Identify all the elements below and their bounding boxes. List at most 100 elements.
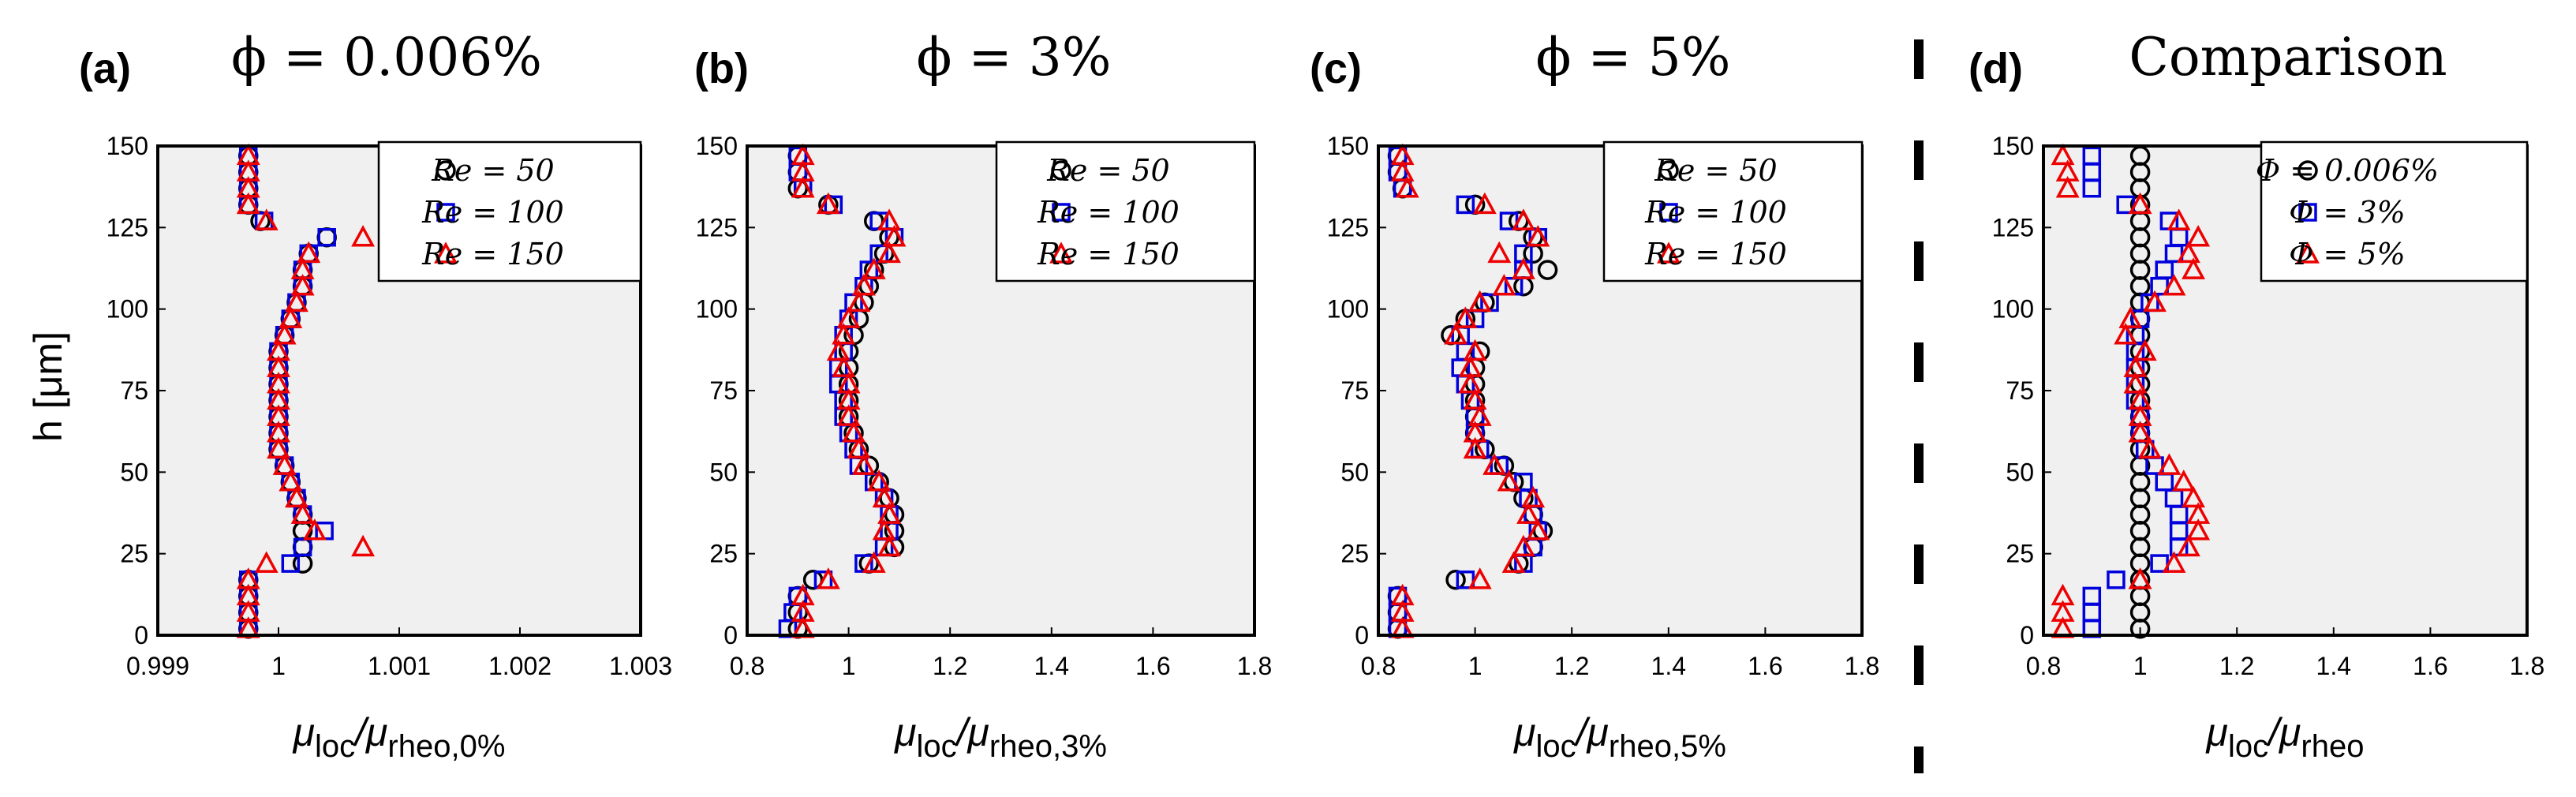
data-point: [297, 241, 321, 264]
legend-entry: Re = 50: [431, 153, 554, 188]
data-point: [1458, 372, 1482, 394]
legend-entry: Re = 150: [421, 237, 564, 271]
data-point: [2162, 274, 2186, 296]
y-tick-label: 100: [696, 295, 738, 324]
y-tick-label: 150: [107, 132, 148, 160]
data-point: [1463, 387, 1487, 410]
data-point: [877, 502, 901, 524]
data-point: [882, 225, 907, 247]
y-tick-label: 150: [696, 132, 738, 160]
data-point: [317, 227, 336, 247]
data-point: [816, 192, 840, 215]
panel-a: (a) ϕ = 0.006% 0 25 50 75 100 125 150 0.999 1 1.001…: [79, 27, 672, 764]
data-point: [2137, 436, 2162, 459]
data-point: [254, 208, 279, 230]
x-tick-label: 1.003: [609, 652, 672, 680]
legend-entry: Re = 50: [1654, 153, 1777, 188]
data-point: [826, 339, 851, 361]
y-tick-label: 75: [2006, 376, 2034, 405]
data-point: [1526, 225, 1550, 247]
data-point: [877, 208, 901, 230]
x-tick-label: 1.6: [2413, 652, 2447, 680]
data-point: [877, 534, 901, 557]
y-tick-label: 100: [107, 295, 148, 324]
data-point: [2114, 323, 2138, 345]
data-point: [1395, 176, 1419, 198]
y-tick-label: 125: [696, 213, 738, 241]
x-tick-label: 1.001: [368, 652, 431, 680]
data-point: [851, 274, 876, 296]
data-point: [816, 567, 840, 589]
data-point: [1453, 306, 1478, 328]
x-tick-label: 0.8: [1361, 652, 1396, 680]
data-point: [1501, 551, 1526, 573]
y-tick-label: 25: [709, 540, 738, 568]
legend-entry: Re = 150: [1644, 237, 1787, 271]
y-tick-label: 75: [1340, 376, 1369, 405]
data-point: [1463, 436, 1487, 459]
y-tick-label: 0: [2020, 621, 2034, 649]
data-point: [2186, 225, 2211, 247]
y-tick-label: 50: [2006, 458, 2034, 486]
data-point: [2182, 257, 2205, 279]
data-point: [1467, 567, 1492, 589]
data-point: [851, 453, 876, 475]
data-point: [1511, 208, 1535, 230]
y-tick-label: 25: [120, 540, 148, 568]
legend-box: [377, 140, 642, 283]
legend-box: [2260, 140, 2529, 283]
data-point: [2123, 372, 2148, 394]
x-tick-label: 0.999: [126, 652, 189, 680]
data-point: [832, 355, 856, 377]
y-tick-label: 0: [134, 621, 148, 649]
data-point: [872, 518, 896, 541]
legend-entry: Φ = 5%: [2289, 237, 2405, 271]
data-point: [1492, 274, 1516, 296]
data-point: [267, 436, 290, 459]
y-tick-label: 100: [1327, 295, 1369, 324]
y-tick-label: 125: [107, 213, 148, 241]
data-point: [272, 323, 297, 345]
y-tick-label: 125: [1992, 213, 2034, 241]
panel-c: (c) ϕ = 5% 0 25 50 75 100 125 150 0.8 1 1.2 1.4 1.6 1.…: [1310, 27, 1879, 764]
y-tick-label: 0: [723, 621, 738, 649]
panel-title: ϕ = 5%: [1536, 27, 1731, 88]
data-point: [2186, 518, 2211, 541]
data-point: [791, 176, 815, 198]
legend-entry: Φ = 0.006%: [2256, 153, 2439, 188]
y-tick-label: 75: [120, 376, 148, 405]
data-point: [1516, 502, 1540, 524]
panel-title: ϕ = 0.006%: [231, 27, 542, 88]
data-point: [2176, 534, 2200, 557]
legend-entry: Re = 50: [1046, 153, 1169, 188]
legend-marker: [2296, 241, 2320, 264]
data-point: [1526, 518, 1550, 541]
data-point: [2055, 176, 2080, 198]
y-tick-label: 50: [1340, 458, 1369, 486]
x-axis-label: μloc/μrheo,0%: [292, 710, 506, 764]
y-tick-label: 150: [1992, 132, 2034, 160]
data-point: [351, 534, 376, 557]
data-point: [836, 306, 861, 328]
data-point: [1511, 257, 1535, 279]
x-axis-label: μloc/μrheo,5%: [1512, 710, 1726, 764]
x-tick-label: 1: [842, 652, 856, 680]
y-tick-label: 150: [1327, 132, 1369, 160]
data-point: [285, 485, 308, 508]
data-point: [862, 551, 886, 573]
x-tick-label: 1.6: [1135, 652, 1170, 680]
legend-entry: Re = 100: [1644, 195, 1787, 230]
data-point: [2133, 339, 2157, 361]
data-point: [1456, 195, 1475, 215]
data-point: [2128, 421, 2152, 443]
y-tick-label: 100: [1992, 295, 2034, 324]
data-point: [1467, 404, 1492, 426]
x-tick-label: 1.4: [2316, 652, 2351, 680]
data-point: [872, 485, 896, 508]
data-point: [2143, 290, 2167, 312]
data-point: [1467, 290, 1492, 312]
x-axis-label: μloc/μrheo,3%: [893, 710, 1107, 764]
data-point: [1537, 260, 1558, 280]
data-point: [302, 518, 327, 541]
